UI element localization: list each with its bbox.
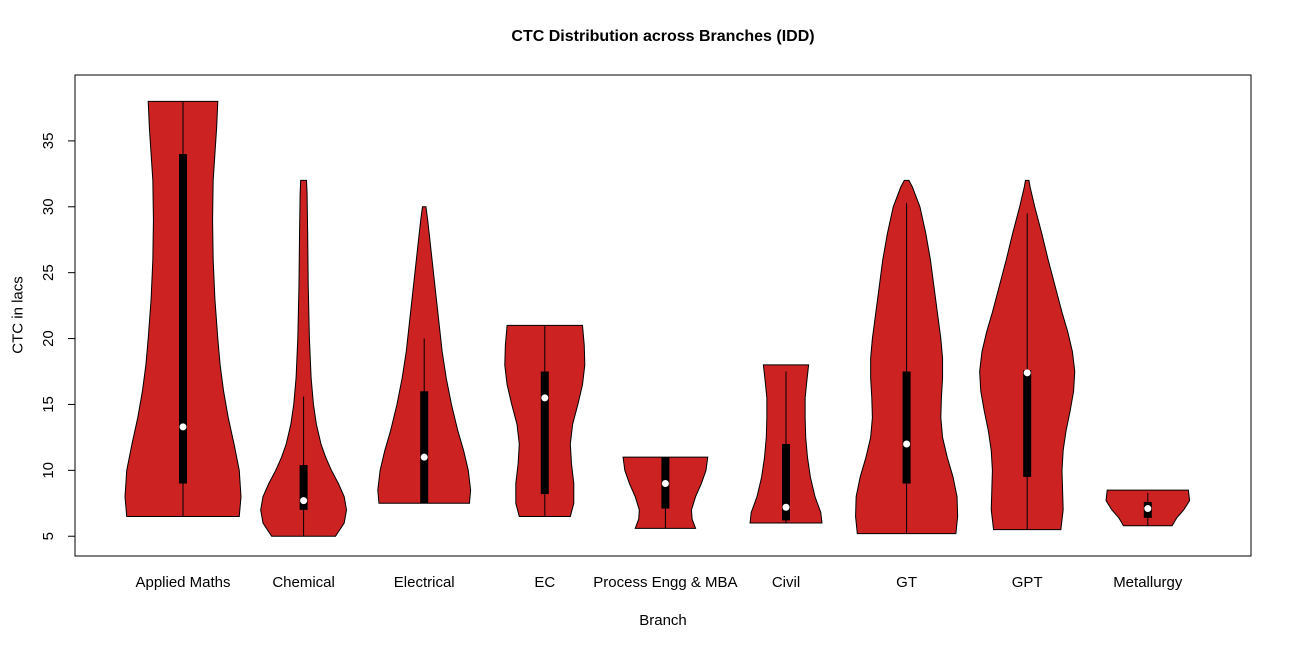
median-dot-metallurgy — [1144, 505, 1152, 513]
y-tick-label: 10 — [40, 462, 57, 479]
y-tick-label: 5 — [40, 532, 57, 540]
category-label-civil: Civil — [772, 574, 800, 591]
y-tick-label: 30 — [40, 198, 57, 215]
category-label-applied-maths: Applied Maths — [135, 574, 230, 591]
violin-chemical — [260, 179, 348, 537]
y-tick-label: 20 — [40, 330, 57, 347]
median-dot-chemical — [300, 497, 308, 505]
category-label-chemical: Chemical — [272, 574, 335, 591]
iqr-box-civil — [782, 443, 790, 521]
median-dot-ec — [541, 394, 549, 402]
category-label-electrical: Electrical — [394, 574, 455, 591]
category-label-process-engg-mba: Process Engg & MBA — [593, 574, 737, 591]
iqr-box-applied-maths — [179, 154, 187, 484]
category-label-metallurgy: Metallurgy — [1113, 574, 1183, 591]
chart-title: CTC Distribution across Branches (IDD) — [511, 28, 815, 45]
median-dot-applied-maths — [179, 423, 187, 431]
median-dot-civil — [782, 503, 790, 511]
iqr-box-electrical — [420, 391, 429, 504]
category-label-ec: EC — [534, 574, 555, 591]
y-tick-label: 35 — [40, 133, 57, 150]
median-dot-electrical — [420, 453, 428, 461]
iqr-box-gpt — [1023, 370, 1032, 477]
median-dot-gt — [903, 440, 911, 448]
plot-border — [74, 74, 1252, 557]
y-tick-label: 25 — [40, 264, 57, 281]
x-axis-title: Branch — [639, 612, 687, 629]
median-dot-process-engg-mba — [661, 480, 669, 488]
category-label-gpt: GPT — [1012, 574, 1043, 591]
iqr-box-chemical — [299, 465, 308, 510]
median-dot-gpt — [1023, 369, 1031, 377]
iqr-box-gt — [902, 371, 911, 484]
category-label-gt: GT — [896, 574, 917, 591]
iqr-box-ec — [540, 371, 549, 495]
y-tick-label: 15 — [40, 396, 57, 413]
